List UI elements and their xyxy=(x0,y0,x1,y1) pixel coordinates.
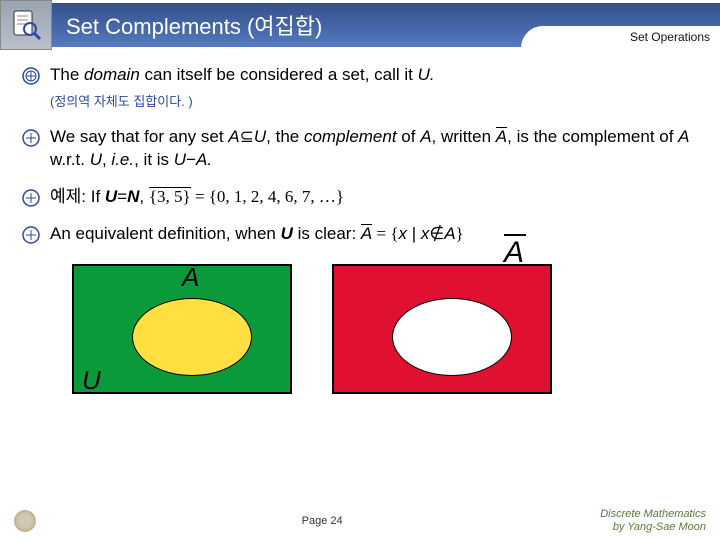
t: complement xyxy=(304,127,397,146)
header: Set Complements (여집합) Set Operations xyxy=(0,0,720,50)
bullet-1: The domain can itself be considered a se… xyxy=(22,64,698,87)
set-bar: {3, 5} xyxy=(149,186,191,209)
diagram-universe: A U xyxy=(72,264,292,394)
bullet-2: We say that for any set A⊆U, the complem… xyxy=(22,126,698,172)
footer: Page 24 Discrete Mathematics by Yang-Sae… xyxy=(0,508,720,534)
label-A: A xyxy=(182,262,199,293)
t: U xyxy=(90,150,102,169)
t: We say that for any set xyxy=(50,127,228,146)
t: A xyxy=(420,127,431,146)
bullet-icon xyxy=(22,67,40,85)
t: U xyxy=(254,127,266,146)
set-A-ellipse-white xyxy=(392,298,512,376)
t: A. xyxy=(196,150,212,169)
bullet-1-sub: (정의역 자체도 집합이다. ) xyxy=(50,91,698,110)
bullet-3: 예제: If U=N, {3, 5} = {0, 1, 2, 4, 6, 7, … xyxy=(22,186,698,209)
t: w.r.t. xyxy=(50,150,90,169)
bullet-icon xyxy=(22,226,40,244)
t: A xyxy=(444,224,455,243)
t: U xyxy=(281,224,293,243)
t: | xyxy=(407,224,421,243)
A-bar: A xyxy=(496,126,507,149)
header-icon xyxy=(0,0,52,50)
section-subtitle: Set Operations xyxy=(630,30,710,44)
bullet-3-text: 예제: If U=N, {3, 5} = {0, 1, 2, 4, 6, 7, … xyxy=(50,186,698,209)
t: U xyxy=(105,187,117,206)
bullet-icon xyxy=(22,189,40,207)
t: ⊆ xyxy=(240,127,254,146)
t: , it is xyxy=(134,150,174,169)
bullet-4: An equivalent definition, when U is clea… xyxy=(22,223,698,246)
bullet-4-text: An equivalent definition, when U is clea… xyxy=(50,223,698,246)
t: , xyxy=(102,150,111,169)
credit-line-2: by Yang-Sae Moon xyxy=(600,521,706,534)
t: The xyxy=(50,65,84,84)
bullet-icon xyxy=(22,129,40,147)
t: − xyxy=(186,150,196,169)
t: = {0, 1, 2, 4, 6, 7, …} xyxy=(191,187,344,206)
t: A xyxy=(678,127,689,146)
A-bar: A xyxy=(361,223,372,246)
t: of xyxy=(397,127,421,146)
t: U xyxy=(174,150,186,169)
t: , is the complement of xyxy=(507,127,678,146)
t: U. xyxy=(418,65,435,84)
t: } xyxy=(456,224,464,243)
page-title: Set Complements (여집합) xyxy=(66,9,322,41)
t: = xyxy=(117,187,127,206)
t: can itself be considered a set, call it xyxy=(140,65,418,84)
label-A-bar: A xyxy=(504,236,524,270)
footer-credit: Discrete Mathematics by Yang-Sae Moon xyxy=(600,508,706,534)
page-number: Page 24 xyxy=(44,515,600,527)
set-A-ellipse xyxy=(132,298,252,376)
t: An equivalent definition, when xyxy=(50,224,281,243)
t: A xyxy=(228,127,239,146)
content: The domain can itself be considered a se… xyxy=(0,50,720,394)
diagram-complement: A xyxy=(332,264,552,394)
t: N xyxy=(127,187,139,206)
bullet-1-text: The domain can itself be considered a se… xyxy=(50,64,698,87)
t: , written xyxy=(432,127,496,146)
venn-diagrams: A U A xyxy=(72,264,698,394)
t: is clear: xyxy=(293,224,361,243)
t: ∉ xyxy=(429,224,444,243)
t: i.e. xyxy=(111,150,134,169)
bullet-2-text: We say that for any set A⊆U, the complem… xyxy=(50,126,698,172)
title-bar: Set Complements (여집합) xyxy=(52,3,720,47)
t: x xyxy=(399,224,408,243)
t: , xyxy=(139,187,148,206)
t: = { xyxy=(372,224,398,243)
magnifier-doc-icon xyxy=(8,7,44,43)
footer-logo-icon xyxy=(14,510,36,532)
credit-line-1: Discrete Mathematics xyxy=(600,508,706,521)
t: domain xyxy=(84,65,140,84)
t: , the xyxy=(266,127,304,146)
t: 예제: If xyxy=(50,187,105,206)
label-U: U xyxy=(82,365,101,396)
